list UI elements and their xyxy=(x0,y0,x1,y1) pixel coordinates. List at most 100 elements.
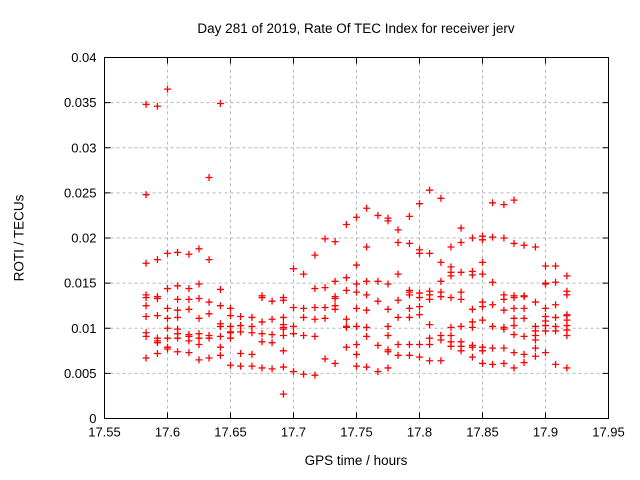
data-point-marker xyxy=(279,313,287,321)
data-point-marker xyxy=(500,201,508,209)
data-point-marker xyxy=(311,315,319,323)
x-tick-label: 17.8 xyxy=(407,425,432,440)
data-point-marker xyxy=(321,303,329,311)
data-point-marker xyxy=(457,322,465,330)
data-point-marker xyxy=(331,359,339,367)
data-point-marker xyxy=(248,362,256,370)
data-point-marker xyxy=(331,238,339,246)
data-point-marker xyxy=(331,294,339,302)
data-point-marker xyxy=(447,243,455,251)
data-point-marker xyxy=(489,233,497,241)
data-point-marker xyxy=(237,328,245,336)
data-point-marker xyxy=(258,318,266,326)
data-point-marker xyxy=(563,272,571,280)
data-point-marker xyxy=(174,306,182,314)
data-point-marker xyxy=(216,100,224,108)
data-point-marker xyxy=(363,243,371,251)
data-point-marker xyxy=(353,213,360,221)
data-point-marker xyxy=(510,322,518,330)
data-point-marker xyxy=(531,298,539,306)
data-point-marker xyxy=(248,313,256,321)
data-point-marker xyxy=(405,304,413,312)
data-point-marker xyxy=(384,348,392,356)
data-point-marker xyxy=(185,295,193,303)
data-point-marker xyxy=(258,338,266,346)
data-point-marker xyxy=(374,297,382,305)
data-point-marker xyxy=(500,306,508,314)
data-point-marker xyxy=(237,313,245,321)
y-axis-label: ROTI / TECUs xyxy=(11,194,27,282)
data-point-marker xyxy=(142,259,150,267)
data-point-marker xyxy=(353,362,360,370)
data-point-marker xyxy=(153,102,161,110)
data-point-marker xyxy=(268,331,276,339)
data-point-marker xyxy=(542,349,549,357)
data-point-marker xyxy=(531,344,539,352)
data-point-marker xyxy=(164,324,171,332)
data-point-marker xyxy=(563,331,571,339)
data-point-marker xyxy=(510,331,518,339)
data-point-marker xyxy=(227,312,234,320)
y-tick-label: 0.035 xyxy=(64,95,97,110)
data-point-marker xyxy=(520,359,528,367)
data-point-marker xyxy=(510,349,518,357)
data-point-marker xyxy=(489,199,497,207)
data-point-marker xyxy=(520,350,528,358)
data-point-marker xyxy=(437,258,445,266)
data-point-marker xyxy=(479,359,486,367)
data-point-marker xyxy=(384,280,392,288)
data-point-marker xyxy=(311,251,319,259)
data-point-marker xyxy=(258,330,266,338)
data-point-marker xyxy=(353,322,360,330)
data-point-marker xyxy=(563,364,571,372)
data-point-marker xyxy=(510,239,518,247)
data-point-marker xyxy=(394,239,402,247)
data-point-marker xyxy=(174,348,182,356)
data-point-marker xyxy=(185,250,193,258)
data-point-marker xyxy=(552,360,560,368)
data-point-marker xyxy=(405,239,413,247)
data-point-marker xyxy=(447,323,455,331)
data-point-marker xyxy=(205,310,213,318)
data-point-marker xyxy=(290,368,297,376)
data-point-marker xyxy=(300,304,308,312)
data-point-marker xyxy=(237,362,245,370)
data-point-marker xyxy=(384,322,392,330)
data-point-marker xyxy=(468,343,476,351)
data-point-marker xyxy=(500,295,508,303)
data-point-marker xyxy=(216,343,224,351)
data-point-marker xyxy=(142,313,150,321)
data-point-marker xyxy=(142,294,150,302)
data-point-marker xyxy=(311,332,319,340)
data-point-marker xyxy=(174,282,182,290)
data-point-marker xyxy=(142,302,150,310)
x-tick-label: 17.6 xyxy=(155,425,180,440)
data-point-marker xyxy=(205,354,213,362)
data-point-marker xyxy=(489,360,497,368)
data-point-marker xyxy=(290,330,297,338)
data-point-marker xyxy=(563,291,571,299)
data-point-marker xyxy=(405,351,413,359)
data-point-marker xyxy=(416,353,423,361)
y-tick-label: 0.005 xyxy=(64,366,97,381)
data-point-marker xyxy=(353,280,360,288)
data-point-marker xyxy=(542,304,549,312)
data-point-marker xyxy=(185,285,193,293)
data-point-marker xyxy=(520,241,528,249)
data-point-marker xyxy=(552,262,560,270)
data-point-marker xyxy=(457,288,465,296)
data-point-marker xyxy=(542,262,549,270)
data-point-marker xyxy=(268,315,276,323)
data-point-marker xyxy=(268,297,276,305)
data-point-marker xyxy=(300,313,308,321)
data-point-marker xyxy=(416,311,423,319)
data-point-marker xyxy=(552,278,560,286)
data-point-marker xyxy=(437,357,445,365)
data-point-marker xyxy=(384,217,392,225)
data-point-marker xyxy=(426,295,434,303)
data-point-marker xyxy=(342,315,350,323)
data-point-marker xyxy=(142,332,150,340)
data-point-marker xyxy=(426,334,434,342)
data-point-marker xyxy=(153,312,161,320)
